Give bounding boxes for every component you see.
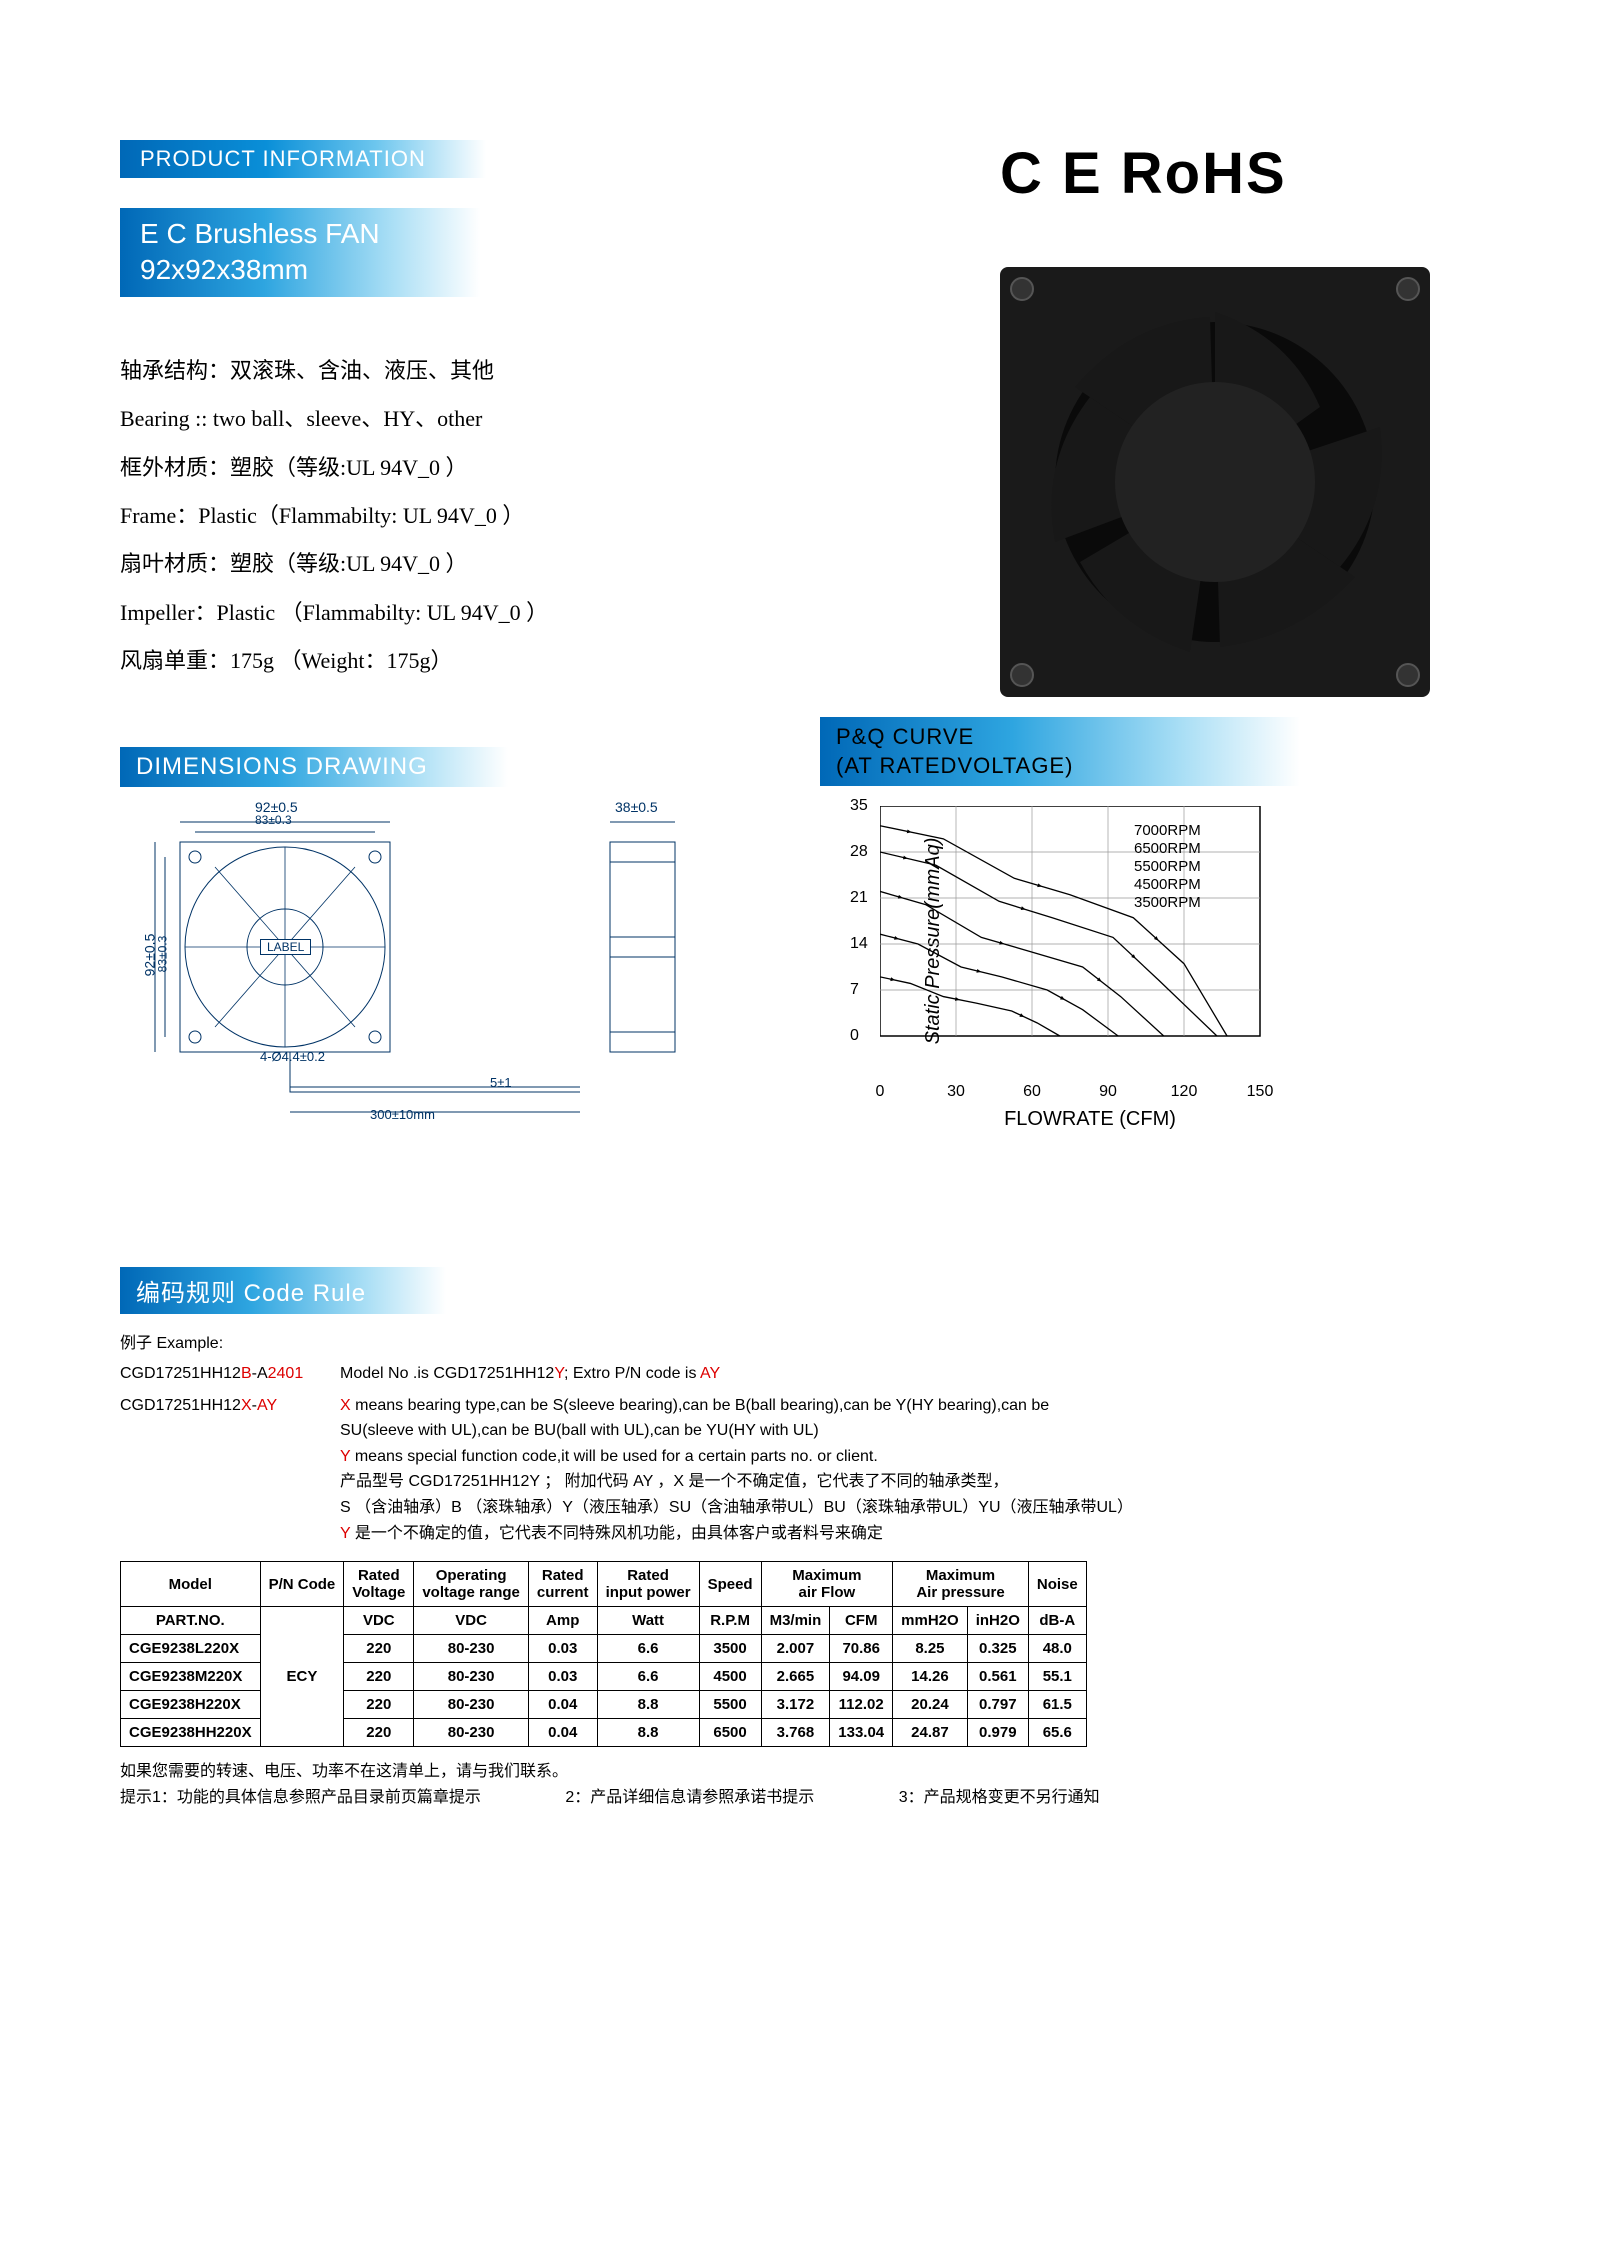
chart-xtick: 0 xyxy=(876,1083,885,1101)
pq-line2: (AT RATEDVOLTAGE) xyxy=(836,752,1284,781)
dim-holes: 4-Ø4.4±0.2 xyxy=(260,1049,325,1064)
right-column: C E RoHS xyxy=(1000,140,1480,697)
code-rule-header: 编码规则 Code Rule xyxy=(120,1267,446,1314)
fan-image xyxy=(1000,267,1430,697)
spec-line: Bearing :: two ball、sleeve、HY、other xyxy=(120,395,820,443)
top-row: PRODUCT INFORMATION E C Brushless FAN 92… xyxy=(120,140,1480,697)
product-info-header: PRODUCT INFORMATION xyxy=(120,140,486,178)
spec-line: Frame：Plastic（Flammabilty: UL 94V_0 ） xyxy=(120,492,820,540)
dim-top2: 83±0.3 xyxy=(255,813,292,827)
spec-line: 轴承结构：双滚珠、含油、液压、其他 xyxy=(120,347,820,395)
chart-xtick: 150 xyxy=(1247,1083,1274,1101)
spec-line: Impeller：Plastic （Flammabilty: UL 94V_0 … xyxy=(120,589,820,637)
mid-row: DIMENSIONS DRAWING xyxy=(120,717,1480,1137)
code-line: Y means special function code,it will be… xyxy=(340,1444,1133,1470)
chart-ytick: 21 xyxy=(850,889,868,907)
code-line: 产品型号 CGD17251HH12Y ； 附加代码 AY ，X 是一个不确定值，… xyxy=(340,1469,1133,1495)
ex1-code: CGD17251HH12B-A2401 xyxy=(120,1361,340,1387)
pq-line1: P&Q CURVE xyxy=(836,723,1284,752)
dim-left2: 83±0.3 xyxy=(155,936,169,973)
spec-table: ModelP/N CodeRatedVoltageOperatingvoltag… xyxy=(120,1561,1087,1747)
dim-wire-tol: 5±1 xyxy=(490,1075,512,1090)
footer-line2: 提示1：功能的具体信息参照产品目录前页篇章提示 2：产品详细信息请参照承诺书提示… xyxy=(120,1785,1480,1811)
footer-notes: 如果您需要的转速、电压、功率不在这清单上，请与我们联系。 提示1：功能的具体信息… xyxy=(120,1759,1480,1810)
ex2-desc: X means bearing type,can be S(sleeve bea… xyxy=(340,1393,1133,1547)
chart-ytick: 0 xyxy=(850,1027,859,1045)
spec-line: 扇叶材质：塑胶（等级:UL 94V_0 ） xyxy=(120,540,820,588)
chart-ytick: 7 xyxy=(850,981,859,999)
chart-xtick: 120 xyxy=(1171,1083,1198,1101)
chart-legend-item: 7000RPM xyxy=(1134,822,1201,839)
code-lines: CGD17251HH12B-A2401 Model No .is CGD1725… xyxy=(120,1361,1480,1546)
ex2-code: CGD17251HH12X-AY xyxy=(120,1393,340,1547)
chart-legend-item: 6500RPM xyxy=(1134,840,1201,857)
title-line1: E C Brushless FAN xyxy=(140,216,380,252)
code-line: S （含油轴承）B （滚珠轴承）Y（液压轴承）SU（含油轴承带UL）BU（滚珠轴… xyxy=(340,1495,1133,1521)
chart-ytick: 14 xyxy=(850,935,868,953)
left-column: PRODUCT INFORMATION E C Brushless FAN 92… xyxy=(120,140,820,686)
code-rule-block: 编码规则 Code Rule 例子 Example: CGD17251HH12B… xyxy=(120,1237,1480,1747)
example-label: 例子 Example: xyxy=(120,1329,1480,1353)
dimensions-block: DIMENSIONS DRAWING xyxy=(120,717,760,1137)
spec-line: 风扇单重：175g （Weight：175g） xyxy=(120,637,820,685)
title-line2: 92x92x38mm xyxy=(140,252,380,288)
chart-legend-item: 4500RPM xyxy=(1134,876,1201,893)
code-line: Y 是一个不确定的值，它代表不同特殊风机功能，由具体客户或者料号来确定 xyxy=(340,1521,1133,1547)
spec-line: 框外材质：塑胶（等级:UL 94V_0 ） xyxy=(120,444,820,492)
dimensions-drawing: 92±0.5 83±0.3 92±0.5 83±0.3 LABEL 4-Ø4.4… xyxy=(120,787,760,1137)
chart-xtick: 90 xyxy=(1099,1083,1117,1101)
chart-xtick: 30 xyxy=(947,1083,965,1101)
chart-legend-item: 3500RPM xyxy=(1134,894,1201,911)
dimensions-header: DIMENSIONS DRAWING xyxy=(120,747,508,787)
specs-list: 轴承结构：双滚珠、含油、液压、其他Bearing :: two ball、sle… xyxy=(120,347,820,686)
chart-ytick: 28 xyxy=(850,843,868,861)
dim-thickness: 38±0.5 xyxy=(615,799,658,815)
cert-marks: C E RoHS xyxy=(1000,140,1480,207)
product-title: E C Brushless FAN 92x92x38mm xyxy=(120,208,480,297)
ex1-desc: Model No .is CGD17251HH12Y; Extro P/N co… xyxy=(340,1361,720,1387)
chart-legend-item: 5500RPM xyxy=(1134,858,1201,875)
footer-line1: 如果您需要的转速、电压、功率不在这清单上，请与我们联系。 xyxy=(120,1759,1480,1785)
chart-xtick: 60 xyxy=(1023,1083,1041,1101)
code-line: SU(sleeve with UL),can be BU(ball with U… xyxy=(340,1418,1133,1444)
pq-header: P&Q CURVE (AT RATEDVOLTAGE) xyxy=(820,717,1300,786)
chart-xlabel: FLOWRATE (CFM) xyxy=(1004,1108,1176,1131)
code-line: X means bearing type,can be S(sleeve bea… xyxy=(340,1393,1133,1419)
curve-block: P&Q CURVE (AT RATEDVOLTAGE) Static Press… xyxy=(820,717,1300,1137)
dim-wire-len: 300±10mm xyxy=(370,1107,435,1122)
dim-label: LABEL xyxy=(260,939,311,955)
chart-ytick: 35 xyxy=(850,797,868,815)
pq-chart: Static Pressure(mmAq) FLOWRATE (CFM) 071… xyxy=(880,806,1300,1076)
